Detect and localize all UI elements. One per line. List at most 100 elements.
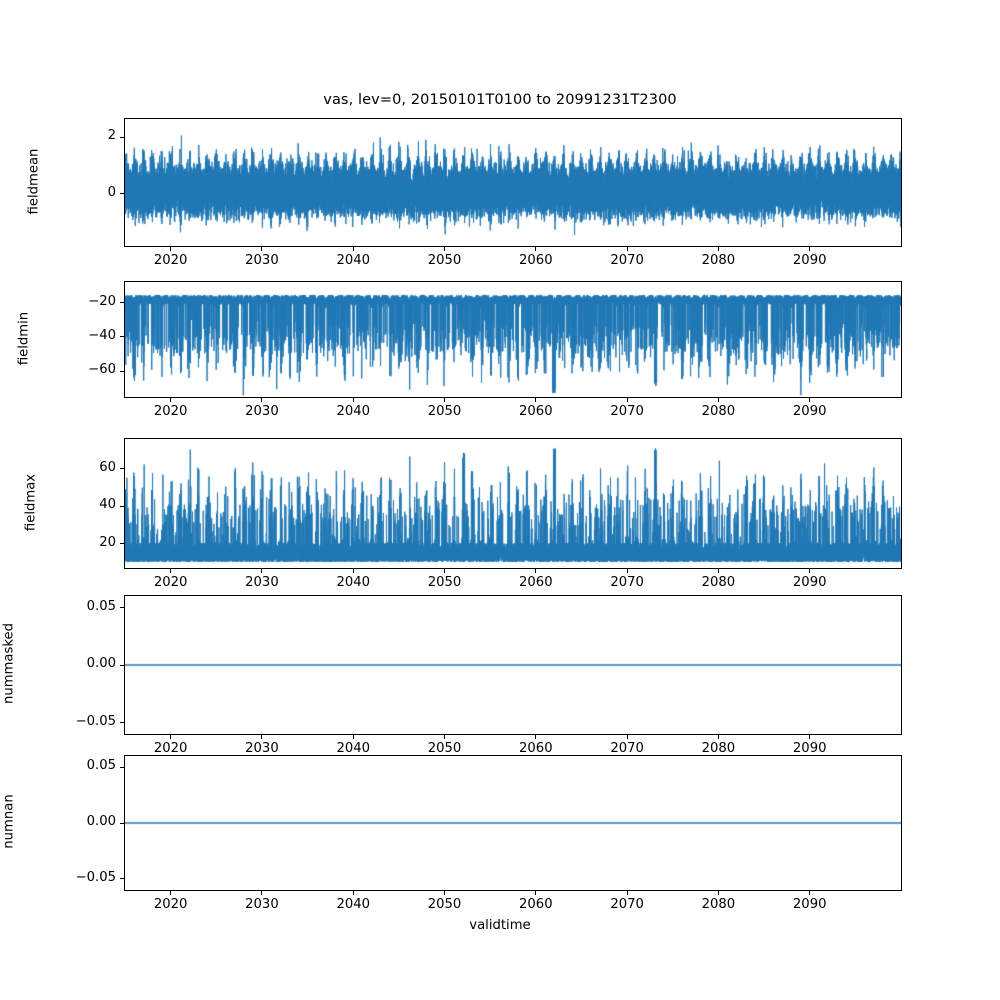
series-canvas-nummasked: [125, 596, 901, 734]
x-tick-nummasked-1: [261, 735, 263, 739]
y-tick-fieldmean-1: [120, 136, 124, 138]
x-tick-label-fieldmax-3: 2050: [427, 575, 462, 590]
x-tick-label-fieldmean-4: 2060: [519, 253, 553, 268]
y-tick-fieldmax-2: [120, 468, 124, 470]
x-tick-fieldmax-6: [717, 569, 719, 573]
x-tick-fieldmean-0: [170, 247, 172, 251]
x-tick-label-numnan-2: 2040: [336, 897, 371, 912]
x-tick-label-numnan-6: 2080: [701, 897, 736, 912]
y-axis-label-fieldmax: fieldmax: [23, 473, 39, 531]
x-tick-fieldmin-3: [444, 398, 446, 402]
y-tick-numnan-1: [120, 822, 124, 824]
x-tick-label-fieldmean-2: 2040: [336, 253, 371, 268]
x-tick-fieldmin-5: [626, 398, 628, 402]
x-tick-numnan-7: [809, 891, 811, 895]
plot-panel-fieldmean: [124, 118, 902, 247]
y-tick-label-fieldmax-1: 40: [99, 497, 116, 513]
x-tick-label-fieldmean-3: 2050: [427, 253, 462, 268]
y-tick-nummasked-1: [120, 664, 124, 666]
x-axis-label: validtime: [469, 918, 531, 933]
y-tick-label-numnan-1: 0.00: [86, 814, 116, 829]
x-tick-fieldmax-4: [535, 569, 537, 573]
x-tick-fieldmin-1: [261, 398, 263, 402]
y-tick-numnan-0: [120, 878, 124, 880]
x-tick-label-nummasked-1: 2030: [245, 741, 279, 756]
x-tick-label-numnan-3: 2050: [427, 897, 462, 912]
x-tick-label-fieldmax-7: 2090: [792, 575, 827, 590]
y-tick-label-numnan-0: −0.05: [75, 869, 116, 885]
x-tick-label-fieldmean-0: 2020: [153, 253, 188, 268]
x-tick-label-fieldmean-1: 2030: [245, 253, 279, 268]
figure-title: vas, lev=0, 20150101T0100 to 20991231T23…: [323, 92, 677, 108]
x-tick-label-fieldmin-6: 2080: [701, 404, 736, 419]
x-tick-label-fieldmean-7: 2090: [792, 253, 827, 268]
x-tick-fieldmin-6: [717, 398, 719, 402]
y-tick-fieldmin-1: [120, 336, 124, 338]
x-tick-label-fieldmax-6: 2080: [701, 575, 736, 590]
y-tick-label-fieldmax-2: 60: [99, 459, 116, 475]
x-tick-nummasked-4: [535, 735, 537, 739]
x-tick-numnan-4: [535, 891, 537, 895]
x-tick-nummasked-3: [444, 735, 446, 739]
x-tick-fieldmax-3: [444, 569, 446, 573]
plot-panel-nummasked: [124, 595, 902, 735]
x-tick-label-numnan-4: 2060: [519, 897, 553, 912]
x-tick-nummasked-6: [717, 735, 719, 739]
x-tick-label-numnan-0: 2020: [153, 897, 188, 912]
y-tick-fieldmax-1: [120, 505, 124, 507]
x-tick-fieldmax-2: [352, 569, 354, 573]
x-tick-label-nummasked-5: 2070: [610, 741, 644, 756]
y-tick-label-fieldmean-1: 2: [107, 128, 116, 144]
x-tick-label-numnan-1: 2030: [245, 897, 279, 912]
x-tick-fieldmax-5: [626, 569, 628, 573]
x-tick-label-numnan-7: 2090: [792, 897, 827, 912]
series-canvas-numnan: [125, 756, 901, 890]
y-tick-label-nummasked-2: 0.05: [86, 598, 116, 614]
x-tick-label-fieldmax-1: 2030: [245, 575, 279, 590]
x-tick-label-fieldmin-1: 2030: [245, 404, 279, 419]
x-tick-numnan-1: [261, 891, 263, 895]
x-tick-fieldmean-4: [535, 247, 537, 251]
y-tick-fieldmax-0: [120, 543, 124, 545]
y-tick-label-fieldmin-1: −40: [88, 327, 116, 343]
series-canvas-fieldmin: [125, 282, 901, 397]
series-canvas-fieldmean: [125, 119, 901, 246]
y-tick-label-fieldmax-0: 20: [99, 534, 116, 550]
series-canvas-fieldmax: [125, 439, 901, 568]
x-tick-label-nummasked-4: 2060: [519, 741, 553, 756]
x-tick-fieldmin-0: [170, 398, 172, 402]
x-tick-fieldmean-3: [444, 247, 446, 251]
y-tick-label-nummasked-1: 0.00: [86, 656, 116, 671]
x-tick-numnan-2: [352, 891, 354, 895]
x-tick-numnan-5: [626, 891, 628, 895]
y-tick-label-fieldmin-0: −20: [88, 293, 116, 309]
y-tick-label-fieldmin-2: −60: [88, 362, 116, 378]
y-tick-nummasked-0: [120, 722, 124, 724]
x-tick-label-fieldmean-5: 2070: [610, 253, 644, 268]
y-tick-fieldmin-2: [120, 370, 124, 372]
x-tick-fieldmin-2: [352, 398, 354, 402]
x-tick-fieldmax-7: [809, 569, 811, 573]
x-tick-label-nummasked-2: 2040: [336, 741, 371, 756]
x-tick-label-fieldmax-2: 2040: [336, 575, 371, 590]
plot-panel-fieldmin: [124, 281, 902, 398]
x-tick-fieldmax-1: [261, 569, 263, 573]
x-tick-fieldmin-7: [809, 398, 811, 402]
x-tick-label-fieldmin-4: 2060: [519, 404, 553, 419]
y-tick-fieldmean-0: [120, 193, 124, 195]
x-tick-label-fieldmin-3: 2050: [427, 404, 462, 419]
x-tick-label-fieldmin-0: 2020: [153, 404, 188, 419]
x-tick-label-fieldmin-5: 2070: [610, 404, 644, 419]
y-axis-label-numnan: numnan: [1, 794, 17, 849]
x-tick-numnan-3: [444, 891, 446, 895]
x-tick-fieldmin-4: [535, 398, 537, 402]
x-tick-fieldmean-5: [626, 247, 628, 251]
x-tick-nummasked-7: [809, 735, 811, 739]
x-tick-label-fieldmin-7: 2090: [792, 404, 827, 419]
x-tick-fieldmax-0: [170, 569, 172, 573]
x-tick-nummasked-0: [170, 735, 172, 739]
x-tick-label-fieldmax-5: 2070: [610, 575, 644, 590]
x-tick-nummasked-5: [626, 735, 628, 739]
x-tick-label-numnan-5: 2070: [610, 897, 644, 912]
